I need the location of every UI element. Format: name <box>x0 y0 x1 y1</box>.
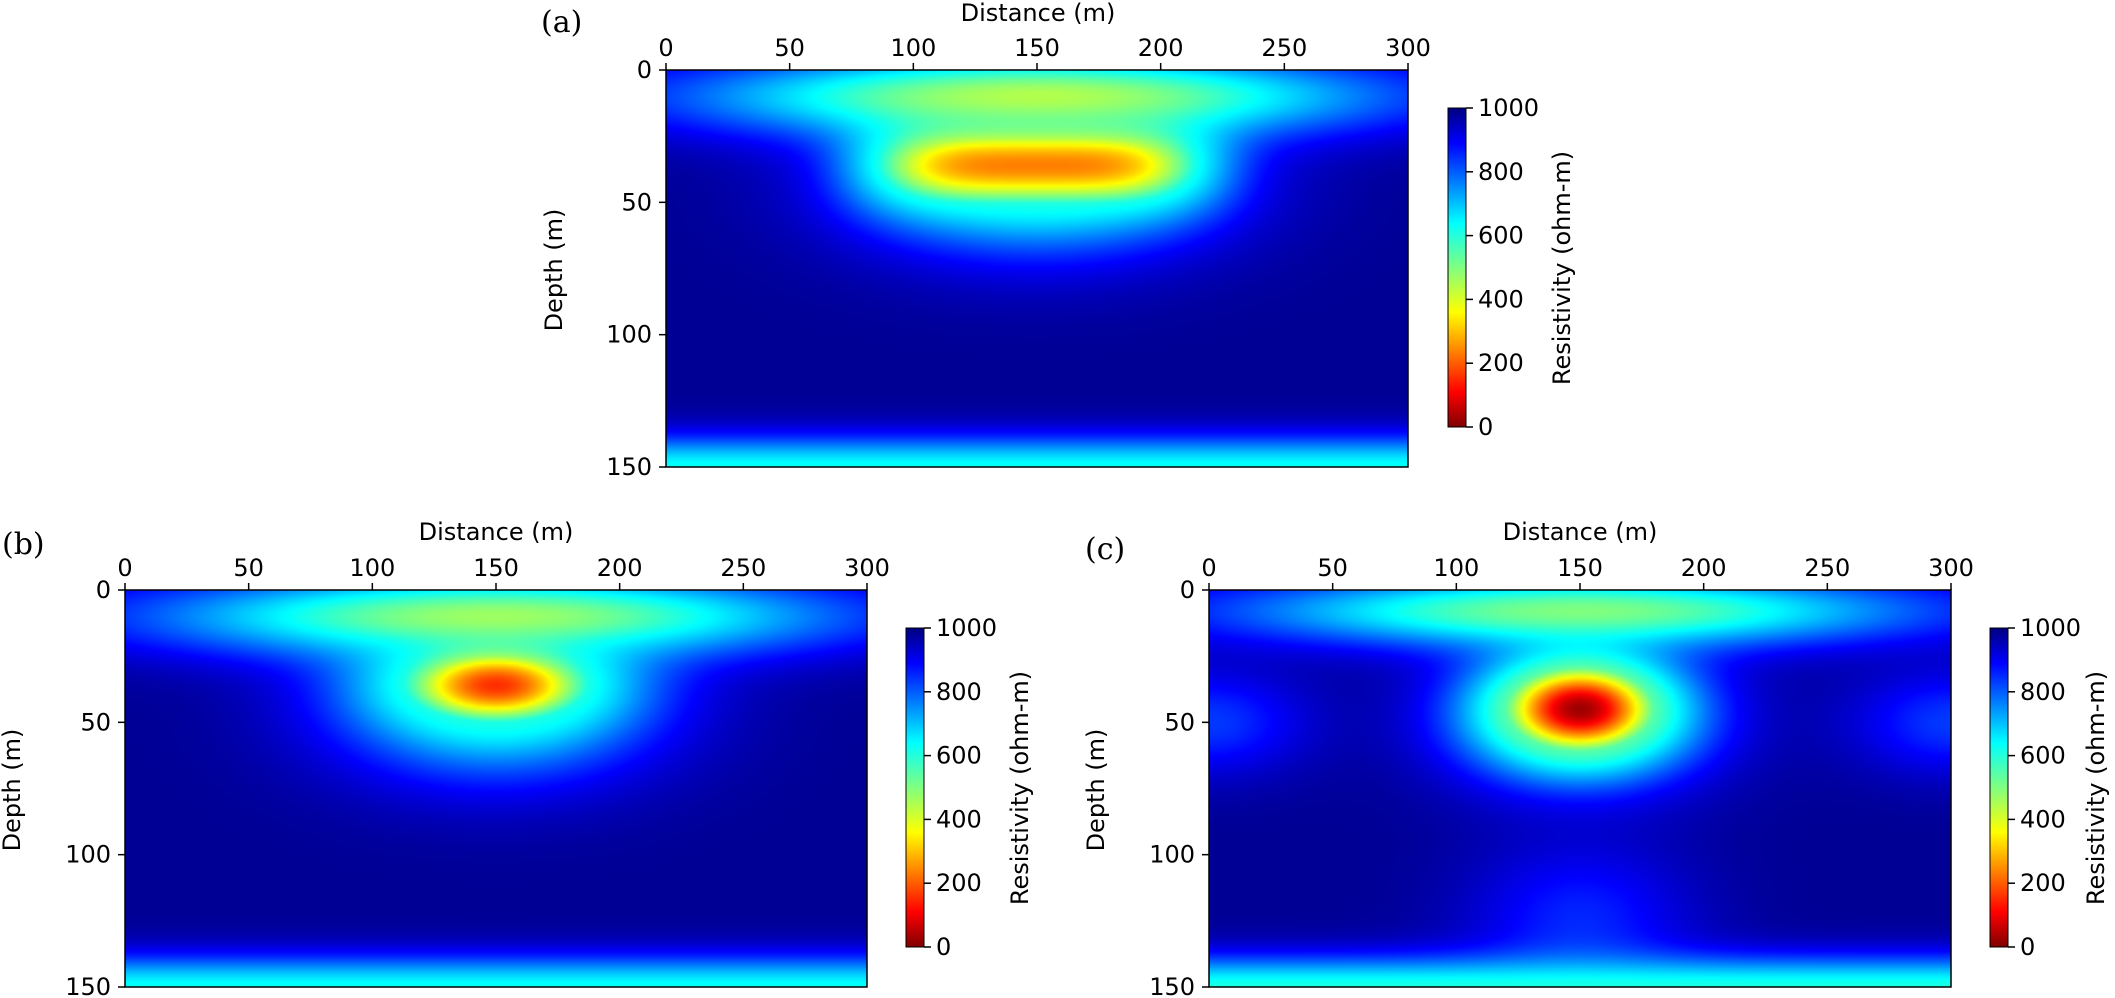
panel-label-a: (a) <box>541 5 582 40</box>
x-tick-label: 0 <box>1201 554 1216 582</box>
heatmap-raster-c <box>1209 590 1951 987</box>
y-tick-label: 50 <box>621 188 652 216</box>
plot-frame-c <box>1208 589 1952 988</box>
colorbar-b: 0 200 400 600 800 1000 Resistivity (ohm-m) <box>905 614 1034 961</box>
x-tick-label: 200 <box>597 554 643 582</box>
colorbar-ticks-b: 0 200 400 600 800 1000 <box>924 614 997 961</box>
x-tick-label: 300 <box>1385 34 1431 62</box>
colorbar-label-a: Resistivity (ohm-m) <box>1548 151 1576 385</box>
y-tick-label: 150 <box>606 453 652 481</box>
y-axis-label-c: Depth (m) <box>1082 729 1110 852</box>
y-ticks-a: 0 50 100 150 <box>606 56 666 481</box>
x-axis-label-a: Distance (m) <box>961 0 1116 27</box>
x-tick-label: 250 <box>1804 554 1850 582</box>
colorbar-tick-label: 0 <box>936 933 951 961</box>
y-ticks-c: 0 50 100 150 <box>1149 576 1209 998</box>
panel-label-c: (c) <box>1085 532 1125 567</box>
x-tick-label: 300 <box>844 554 890 582</box>
colorbar-tick-label: 800 <box>936 678 982 706</box>
colorbar-tick-label: 400 <box>1478 285 1524 313</box>
y-axis-label-b: Depth (m) <box>0 729 26 852</box>
colorbar-tick-label: 400 <box>936 805 982 833</box>
x-tick-label: 150 <box>1557 554 1603 582</box>
colorbar-tick-label: 800 <box>2020 678 2066 706</box>
x-tick-label: 250 <box>720 554 766 582</box>
x-tick-label: 100 <box>890 34 936 62</box>
x-tick-label: 200 <box>1681 554 1727 582</box>
y-tick-label: 100 <box>1149 841 1195 869</box>
colorbar-tick-label: 400 <box>2020 805 2066 833</box>
x-tick-label: 150 <box>1014 34 1060 62</box>
colorbar-gradient-b <box>905 627 925 948</box>
heatmap-raster-a <box>666 70 1408 467</box>
colorbar-tick-label: 200 <box>1478 349 1524 377</box>
y-tick-label: 150 <box>1149 973 1195 998</box>
x-axis-label-c: Distance (m) <box>1503 518 1658 546</box>
x-tick-label: 50 <box>774 34 805 62</box>
panel-label-b: (b) <box>2 527 45 562</box>
x-ticks-b: 0 50 100 150 200 250 300 <box>117 554 890 590</box>
colorbar-c: 0 200 400 600 800 1000 Resistivity (ohm-m) <box>1989 614 2110 961</box>
colorbar-tick-label: 1000 <box>1478 94 1539 122</box>
x-tick-label: 300 <box>1928 554 1974 582</box>
y-tick-label: 50 <box>1164 708 1195 736</box>
heatmap-raster-b <box>125 590 867 987</box>
colorbar-a: 0 200 400 600 800 1000 Resistivity (ohm-m) <box>1447 94 1576 441</box>
colorbar-tick-label: 800 <box>1478 158 1524 186</box>
x-tick-label: 100 <box>349 554 395 582</box>
panel-c: (c) Distance (m) Depth (m) 0 50 100 150 200 2… <box>1082 518 2110 998</box>
x-tick-label: 0 <box>658 34 673 62</box>
colorbar-ticks-a: 0 200 400 600 800 1000 <box>1466 94 1539 441</box>
y-tick-label: 0 <box>637 56 652 84</box>
colorbar-tick-label: 200 <box>2020 869 2066 897</box>
heatmap-image-a <box>666 70 1408 467</box>
x-tick-label: 0 <box>117 554 132 582</box>
colorbar-label-b: Resistivity (ohm-m) <box>1006 671 1034 905</box>
panel-a: (a) Distance (m) Depth (m) 0 50 100 150 200 2… <box>540 0 1576 481</box>
colorbar-tick-label: 600 <box>2020 742 2066 770</box>
y-tick-label: 150 <box>65 973 111 998</box>
plot-frame-a <box>665 69 1409 468</box>
colorbar-tick-label: 600 <box>936 742 982 770</box>
y-tick-label: 0 <box>96 576 111 604</box>
x-tick-label: 100 <box>1433 554 1479 582</box>
colorbar-tick-label: 1000 <box>2020 614 2081 642</box>
x-tick-label: 250 <box>1261 34 1307 62</box>
colorbar-tick-label: 1000 <box>936 614 997 642</box>
plot-frame-b <box>124 589 868 988</box>
x-tick-label: 200 <box>1138 34 1184 62</box>
colorbar-tick-label: 0 <box>2020 933 2035 961</box>
colorbar-ticks-c: 0 200 400 600 800 1000 <box>2008 614 2081 961</box>
heatmap-image-b <box>125 590 867 987</box>
x-ticks-c: 0 50 100 150 200 250 300 <box>1201 554 1974 590</box>
colorbar-tick-label: 600 <box>1478 222 1524 250</box>
x-tick-label: 50 <box>1317 554 1348 582</box>
colorbar-gradient-a <box>1447 107 1467 428</box>
colorbar-tick-label: 0 <box>1478 413 1493 441</box>
colorbar-gradient-c <box>1989 627 2009 948</box>
x-axis-label-b: Distance (m) <box>419 518 574 546</box>
x-tick-label: 50 <box>233 554 264 582</box>
colorbar-label-c: Resistivity (ohm-m) <box>2082 671 2110 905</box>
heatmap-image-c <box>1209 590 1951 987</box>
y-axis-label-a: Depth (m) <box>540 209 568 332</box>
y-tick-label: 100 <box>606 321 652 349</box>
x-ticks-a: 0 50 100 150 200 250 300 <box>658 34 1431 70</box>
panel-b: (b) Distance (m) Depth (m) 0 50 100 150 200 2… <box>0 518 1034 998</box>
y-ticks-b: 0 50 100 150 <box>65 576 125 998</box>
y-tick-label: 50 <box>80 708 111 736</box>
x-tick-label: 150 <box>473 554 519 582</box>
y-tick-label: 100 <box>65 841 111 869</box>
colorbar-tick-label: 200 <box>936 869 982 897</box>
y-tick-label: 0 <box>1180 576 1195 604</box>
